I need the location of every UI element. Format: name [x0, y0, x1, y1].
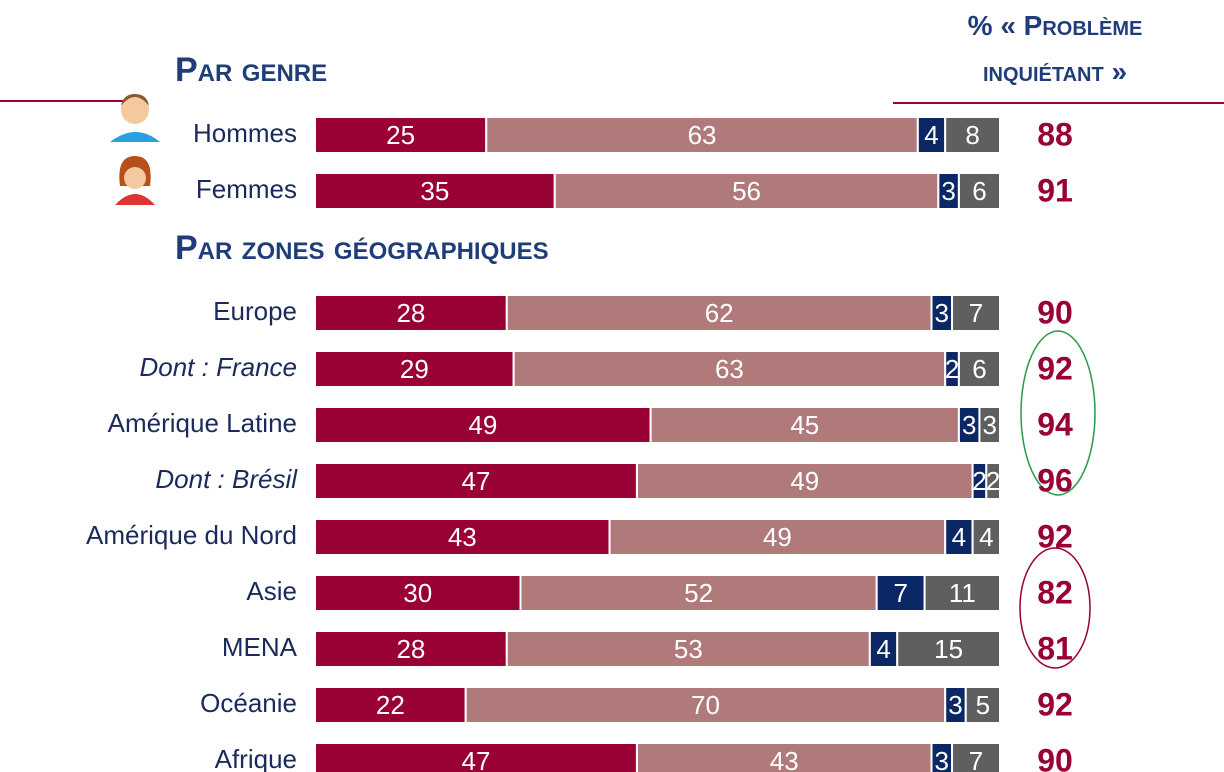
value-label: 4 [979, 522, 993, 552]
value-label: 63 [688, 120, 717, 150]
value-label: 3 [935, 746, 949, 772]
total-label: 88 [1037, 116, 1073, 152]
value-label: 4 [876, 634, 890, 664]
value-label: 47 [462, 466, 491, 496]
value-label: 22 [376, 690, 405, 720]
group-title: Par genre [175, 51, 327, 89]
category-label: Dont : Brésil [155, 464, 298, 494]
category-label: Europe [213, 296, 297, 326]
value-label: 7 [969, 298, 983, 328]
total-label: 92 [1037, 518, 1073, 554]
value-label: 3 [941, 176, 955, 206]
value-label: 11 [949, 578, 976, 608]
category-label: Afrique [215, 744, 297, 772]
category-label: MENA [222, 632, 298, 662]
value-label: 45 [790, 410, 819, 440]
value-label: 62 [705, 298, 734, 328]
total-label: 96 [1037, 462, 1073, 498]
value-label: 43 [448, 522, 477, 552]
category-label: Femmes [196, 174, 297, 204]
total-label: 90 [1037, 294, 1073, 330]
value-label: 5 [976, 690, 990, 720]
value-label: 3 [982, 410, 996, 440]
total-label: 92 [1037, 686, 1073, 722]
value-label: 2 [972, 466, 986, 496]
value-label: 15 [934, 634, 963, 664]
value-label: 70 [691, 690, 720, 720]
value-label: 6 [972, 176, 986, 206]
total-label: 91 [1037, 172, 1073, 208]
value-label: 3 [948, 690, 962, 720]
value-label: 8 [965, 120, 979, 150]
value-label: 4 [952, 522, 966, 552]
group-title: Par zones géographiques [175, 229, 549, 267]
total-label: 94 [1037, 406, 1073, 442]
value-label: 43 [770, 746, 799, 772]
value-label: 49 [468, 410, 497, 440]
value-label: 4 [924, 120, 938, 150]
value-label: 2 [945, 354, 959, 384]
value-label: 63 [715, 354, 744, 384]
value-label: 47 [462, 746, 491, 772]
value-label: 7 [969, 746, 983, 772]
total-label: 90 [1037, 742, 1073, 772]
value-label: 7 [893, 578, 907, 608]
icon-woman [115, 156, 155, 205]
value-label: 49 [790, 466, 819, 496]
value-label: 30 [403, 578, 432, 608]
category-label: Amérique du Nord [86, 520, 297, 550]
value-label: 35 [420, 176, 449, 206]
value-label: 29 [400, 354, 429, 384]
value-label: 25 [386, 120, 415, 150]
value-label: 49 [763, 522, 792, 552]
value-label: 2 [986, 466, 1000, 496]
value-label: 28 [396, 298, 425, 328]
total-label: 82 [1037, 574, 1073, 610]
value-label: 6 [972, 354, 986, 384]
value-label: 3 [962, 410, 976, 440]
value-label: 52 [684, 578, 713, 608]
value-label: 53 [674, 634, 703, 664]
category-label: Océanie [200, 688, 297, 718]
total-label: 92 [1037, 350, 1073, 386]
value-label: 28 [396, 634, 425, 664]
category-label: Amérique Latine [108, 408, 297, 438]
category-label: Asie [246, 576, 297, 606]
category-label: Dont : France [139, 352, 297, 382]
value-label: 56 [732, 176, 761, 206]
category-label: Hommes [193, 118, 297, 148]
total-label: 81 [1037, 630, 1073, 666]
value-label: 3 [935, 298, 949, 328]
chart: % « Problèmeinquiétant » Par genre Hommes… [0, 0, 1224, 772]
